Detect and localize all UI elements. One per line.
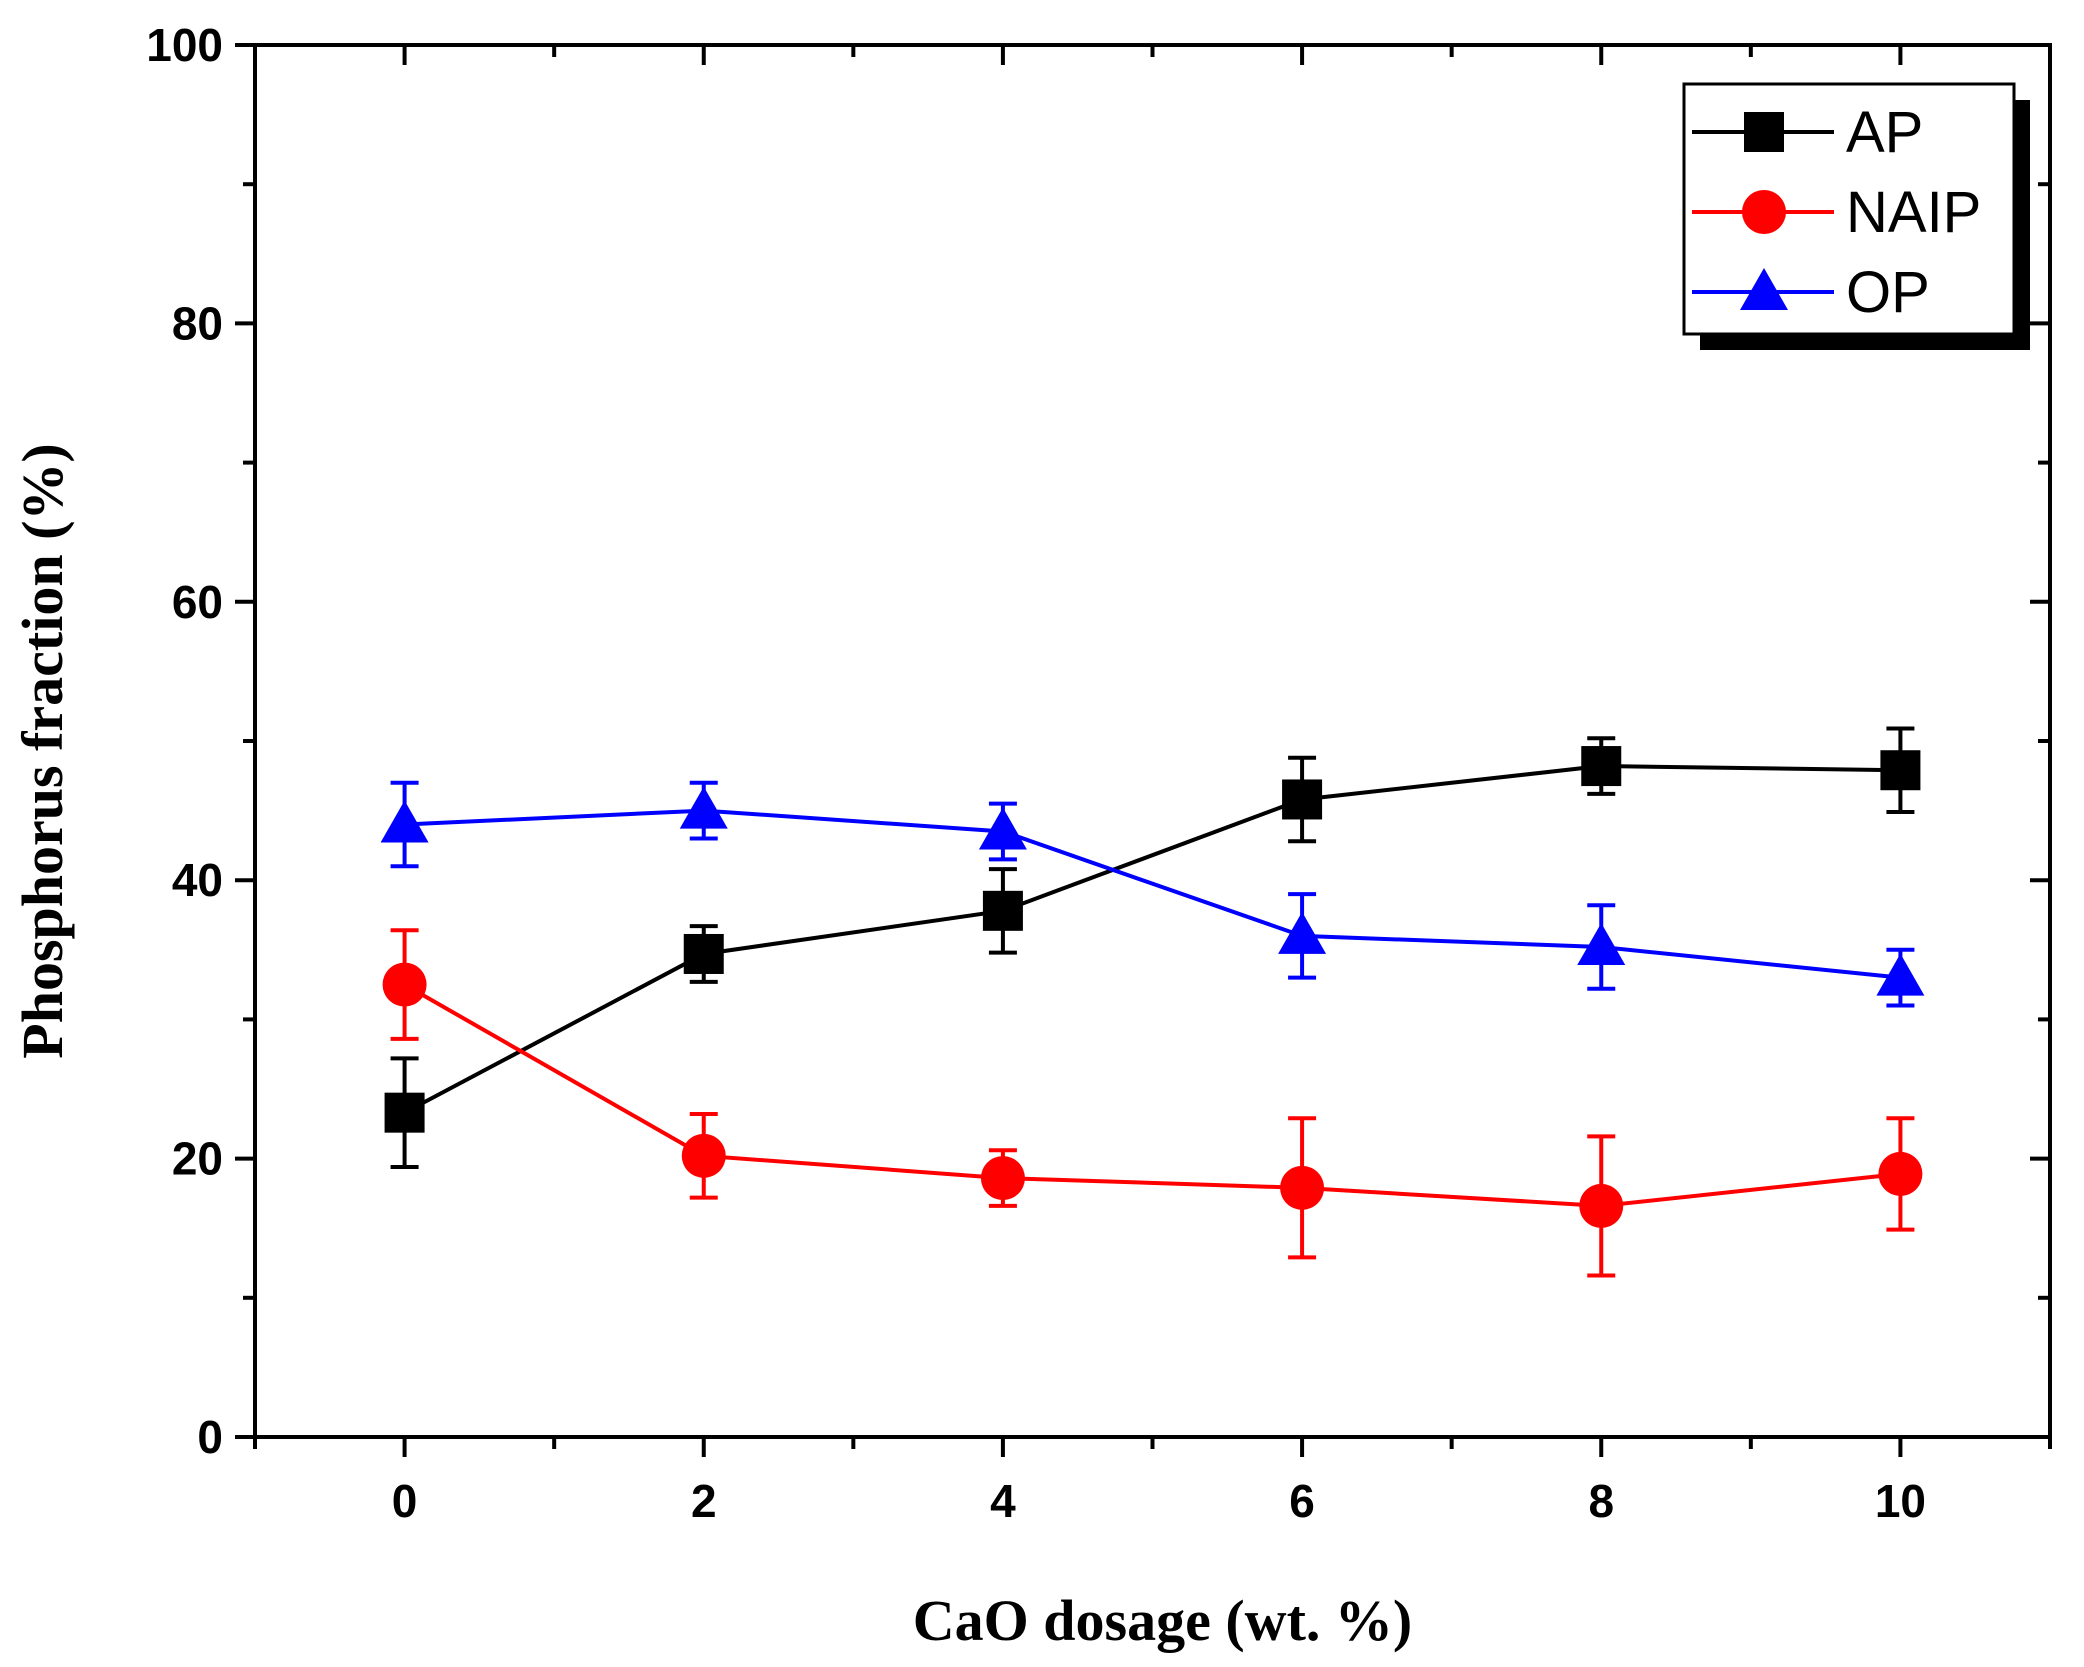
data-point-op xyxy=(1876,953,1925,996)
x-axis-title: CaO dosage (wt. %) xyxy=(913,1588,1412,1653)
x-tick-label: 6 xyxy=(1289,1475,1315,1527)
data-point-naip xyxy=(1579,1183,1624,1228)
legend-marker-naip xyxy=(1742,190,1786,234)
data-point-naip xyxy=(382,962,427,1007)
series-line-op xyxy=(404,808,1901,980)
legend-label-naip: NAIP xyxy=(1846,180,1981,245)
y-tick-label: 40 xyxy=(172,854,223,906)
data-point-op xyxy=(679,786,728,829)
data-point-ap xyxy=(1880,750,1921,791)
legend-label-ap: AP xyxy=(1846,100,1923,165)
series-naip xyxy=(382,928,1923,1278)
data-point-naip xyxy=(681,1133,726,1178)
data-point-ap xyxy=(1282,779,1323,820)
data-point-op xyxy=(1278,911,1327,954)
data-point-ap xyxy=(384,1092,425,1133)
series-line-ap xyxy=(403,764,1901,1115)
x-tick-label: 10 xyxy=(1875,1475,1926,1527)
y-tick-label: 0 xyxy=(197,1411,223,1463)
y-axis-title: Phosphorus fraction (%) xyxy=(10,443,75,1058)
x-tick-label: 0 xyxy=(392,1475,418,1527)
data-point-ap xyxy=(1581,746,1622,787)
legend-marker-op xyxy=(1740,268,1788,310)
data-point-naip xyxy=(980,1156,1025,1201)
data-point-op xyxy=(1577,923,1626,966)
y-tick-label: 80 xyxy=(172,297,223,349)
data-point-naip xyxy=(1280,1165,1325,1210)
data-point-op xyxy=(978,807,1027,850)
series-line-naip xyxy=(403,982,1901,1208)
y-tick-label: 20 xyxy=(172,1133,223,1185)
data-point-naip xyxy=(1878,1151,1923,1196)
x-tick-label: 4 xyxy=(990,1475,1016,1527)
y-tick-label: 60 xyxy=(172,576,223,628)
y-tick-label: 100 xyxy=(146,19,223,71)
legend: AP NAIP OP xyxy=(1682,82,2030,350)
legend-label-op: OP xyxy=(1846,260,1930,325)
legend-marker-ap xyxy=(1744,112,1784,152)
series-ap xyxy=(384,726,1921,1169)
series-op xyxy=(380,780,1925,1008)
x-tick-label: 8 xyxy=(1588,1475,1614,1527)
x-tick-label: 2 xyxy=(691,1475,717,1527)
data-point-ap xyxy=(683,933,724,974)
data-point-op xyxy=(380,800,429,843)
series-layer xyxy=(380,726,1925,1278)
data-point-ap xyxy=(982,890,1023,931)
